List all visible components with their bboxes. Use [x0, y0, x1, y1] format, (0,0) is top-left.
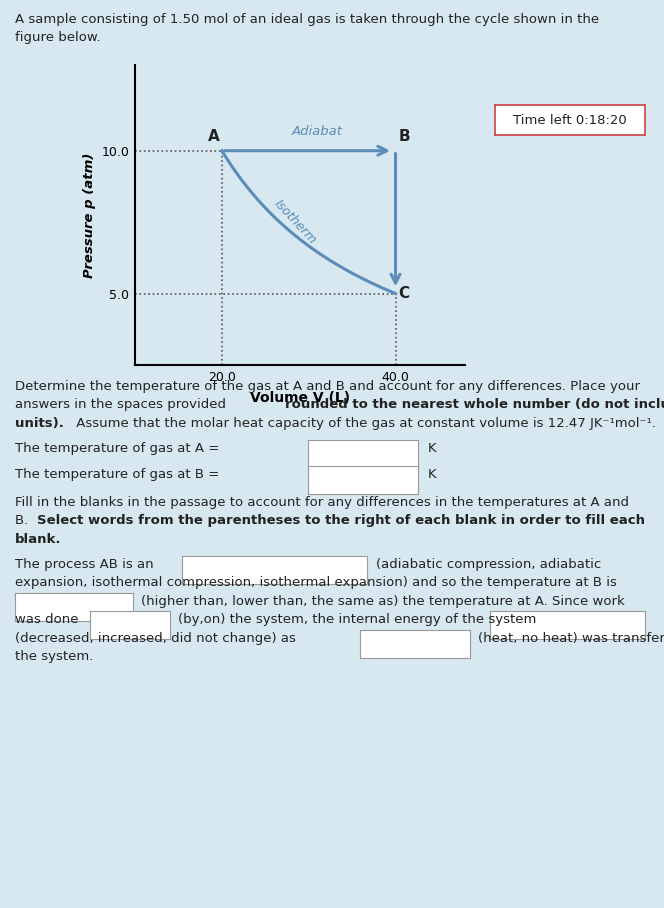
Text: Adiabat: Adiabat	[291, 125, 343, 138]
Text: blank.: blank.	[15, 533, 62, 546]
Text: figure below.: figure below.	[15, 32, 101, 44]
Text: units).: units).	[15, 417, 64, 430]
Text: The process AB is an: The process AB is an	[15, 558, 153, 570]
Text: rounded to the nearest whole number (do not include: rounded to the nearest whole number (do …	[285, 399, 664, 411]
Text: (higher than, lower than, the same as) the temperature at A. Since work: (higher than, lower than, the same as) t…	[141, 595, 625, 607]
Text: Isotherm: Isotherm	[272, 197, 319, 247]
Text: (adiabatic compression, adiabatic: (adiabatic compression, adiabatic	[376, 558, 601, 570]
Text: B.: B.	[15, 514, 33, 528]
Text: answers in the spaces provided: answers in the spaces provided	[15, 399, 230, 411]
Text: A sample consisting of 1.50 mol of an ideal gas is taken through the cycle shown: A sample consisting of 1.50 mol of an id…	[15, 13, 599, 26]
Text: C: C	[398, 286, 409, 301]
Text: Determine the temperature of the gas at A and B and account for any differences.: Determine the temperature of the gas at …	[15, 380, 640, 393]
Text: the system.: the system.	[15, 650, 94, 663]
Text: Select words from the parentheses to the right of each blank in order to fill ea: Select words from the parentheses to the…	[37, 514, 645, 528]
Text: Assume that the molar heat capacity of the gas at constant volume is 12.47 JK⁻¹m: Assume that the molar heat capacity of t…	[72, 417, 656, 430]
Text: A: A	[207, 129, 219, 143]
Text: (heat, no heat) was transferred to: (heat, no heat) was transferred to	[478, 632, 664, 645]
Text: The temperature of gas at A =: The temperature of gas at A =	[15, 442, 219, 455]
Text: K: K	[428, 468, 437, 481]
Y-axis label: Pressure p (atm): Pressure p (atm)	[83, 153, 96, 278]
Text: expansion, isothermal compression, isothermal expansion) and so the temperature : expansion, isothermal compression, isoth…	[15, 576, 617, 589]
Text: (decreased, increased, did not change) as: (decreased, increased, did not change) a…	[15, 632, 296, 645]
Text: Time left 0:18:20: Time left 0:18:20	[513, 114, 627, 126]
Text: (by,on) the system, the internal energy of the system: (by,on) the system, the internal energy …	[178, 613, 537, 627]
Text: B: B	[398, 129, 410, 143]
Text: was done: was done	[15, 613, 78, 627]
X-axis label: Volume V (L): Volume V (L)	[250, 390, 350, 404]
Text: The temperature of gas at B =: The temperature of gas at B =	[15, 468, 219, 481]
Text: K: K	[428, 442, 437, 455]
Text: Fill in the blanks in the passage to account for any differences in the temperat: Fill in the blanks in the passage to acc…	[15, 496, 629, 508]
